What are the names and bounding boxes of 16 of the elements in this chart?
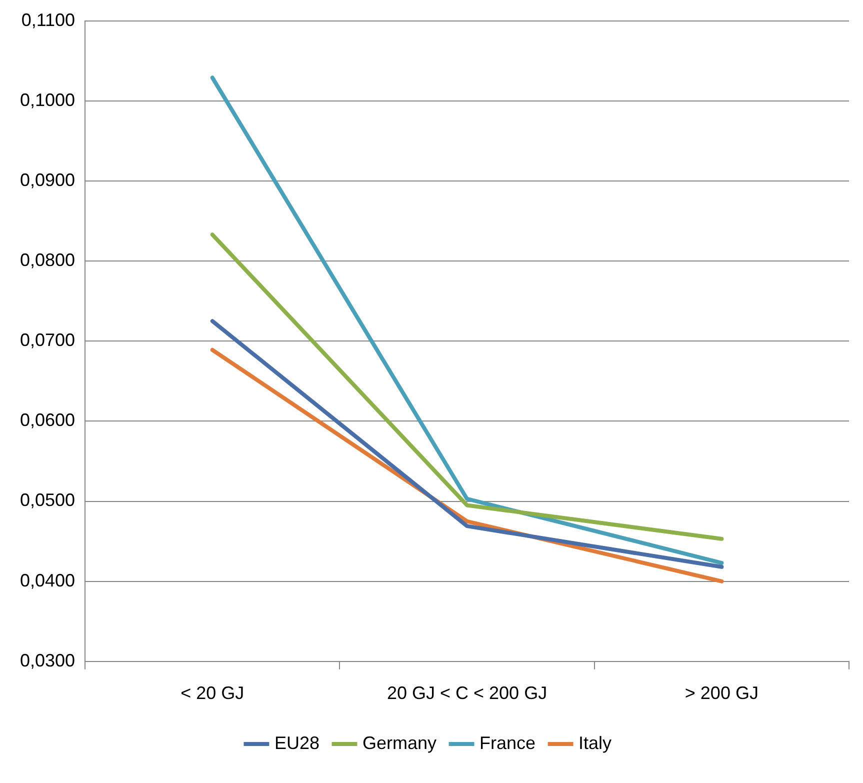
y-tick-label: 0,1100	[21, 10, 76, 30]
x-tick-label: 20 GJ < C < 200 GJ	[386, 683, 548, 704]
y-tick-label: 0,0600	[20, 410, 76, 430]
legend-label: France	[480, 732, 536, 753]
y-tick-label: 0,0400	[20, 570, 76, 590]
x-tick-label: > 200 GJ	[684, 683, 758, 704]
y-tick-label: 0,1000	[20, 90, 76, 110]
legend-label: Germany	[362, 732, 437, 753]
y-tick-label: 0,0900	[20, 170, 76, 190]
y-tick-label: 0,0700	[20, 330, 76, 350]
y-tick-label: 0,0300	[20, 650, 76, 670]
y-tick-label: 0,0500	[20, 490, 76, 510]
legend-label: EU28	[274, 732, 320, 753]
y-tick-label: 0,0800	[20, 250, 76, 270]
legend-label: Italy	[578, 732, 612, 753]
x-tick-label: < 20 GJ	[180, 683, 244, 704]
